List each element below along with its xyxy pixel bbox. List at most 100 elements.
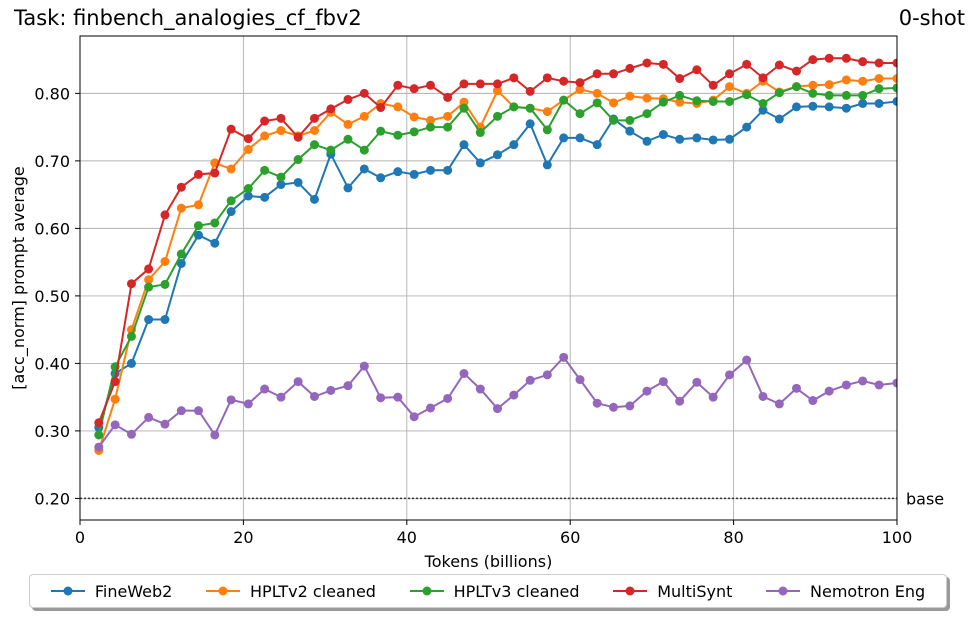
data-point bbox=[841, 53, 851, 63]
data-point bbox=[758, 99, 768, 109]
data-point bbox=[176, 258, 186, 268]
data-point bbox=[774, 60, 784, 70]
data-point bbox=[243, 191, 253, 201]
data-point bbox=[824, 53, 834, 63]
data-point bbox=[309, 140, 319, 150]
task-title: Task: finbench_analogies_cf_fbv2 bbox=[14, 6, 362, 30]
data-point bbox=[892, 96, 897, 106]
data-point bbox=[343, 119, 353, 129]
data-point bbox=[841, 103, 851, 113]
data-point bbox=[144, 264, 154, 274]
data-point bbox=[625, 91, 635, 101]
data-point bbox=[160, 256, 170, 266]
data-point bbox=[559, 133, 569, 143]
data-point bbox=[126, 331, 136, 341]
data-point bbox=[642, 93, 652, 103]
data-point bbox=[808, 88, 818, 98]
data-point bbox=[658, 377, 668, 387]
data-point bbox=[359, 361, 369, 371]
data-point bbox=[326, 104, 336, 114]
data-point bbox=[575, 133, 585, 143]
data-point bbox=[525, 375, 535, 385]
x-tick-label: 20 bbox=[233, 528, 253, 547]
data-point bbox=[144, 282, 154, 292]
data-point bbox=[443, 393, 453, 403]
data-point bbox=[276, 126, 286, 136]
data-point bbox=[725, 96, 735, 106]
data-point bbox=[110, 394, 120, 404]
data-point bbox=[425, 115, 435, 125]
data-point bbox=[343, 183, 353, 193]
data-point bbox=[276, 113, 286, 123]
data-point bbox=[243, 144, 253, 154]
data-point bbox=[409, 112, 419, 122]
data-point bbox=[393, 392, 403, 402]
data-point bbox=[210, 168, 220, 178]
data-point bbox=[708, 392, 718, 402]
data-point bbox=[509, 390, 519, 400]
data-point bbox=[824, 102, 834, 112]
legend-item: FineWeb2 bbox=[50, 582, 172, 601]
data-point bbox=[675, 97, 685, 107]
shot-label: 0-shot bbox=[898, 6, 965, 30]
data-point bbox=[675, 90, 685, 100]
data-point bbox=[309, 391, 319, 401]
data-point bbox=[509, 73, 519, 83]
data-point bbox=[542, 370, 552, 380]
data-point bbox=[725, 82, 735, 92]
y-tick-label: 0.20 bbox=[34, 489, 70, 508]
data-point bbox=[359, 111, 369, 121]
data-point bbox=[792, 102, 802, 112]
data-point bbox=[409, 412, 419, 422]
data-point bbox=[692, 377, 702, 387]
data-point bbox=[276, 392, 286, 402]
data-point bbox=[892, 378, 897, 388]
data-point bbox=[742, 122, 752, 132]
data-point bbox=[559, 352, 569, 362]
y-axis-label: [acc_norm] prompt average bbox=[9, 166, 29, 390]
data-point bbox=[542, 125, 552, 135]
legend-swatch bbox=[409, 586, 444, 596]
data-point bbox=[509, 140, 519, 150]
data-point bbox=[144, 275, 154, 285]
data-point bbox=[858, 76, 868, 86]
data-point bbox=[625, 115, 635, 125]
data-point bbox=[260, 116, 270, 126]
data-point bbox=[525, 86, 535, 96]
data-point bbox=[243, 184, 253, 194]
series-group bbox=[94, 53, 897, 455]
data-point bbox=[293, 377, 303, 387]
data-point bbox=[293, 132, 303, 142]
data-point bbox=[575, 375, 585, 385]
data-point bbox=[110, 377, 120, 387]
data-point bbox=[658, 130, 668, 140]
y-tick-label: 0.70 bbox=[34, 152, 70, 171]
data-point bbox=[475, 79, 485, 89]
data-point bbox=[774, 399, 784, 409]
legend-item: MultiSynt bbox=[613, 582, 732, 601]
data-point bbox=[525, 103, 535, 113]
data-point bbox=[808, 396, 818, 406]
data-point bbox=[459, 103, 469, 113]
data-point bbox=[542, 73, 552, 83]
data-point bbox=[542, 107, 552, 117]
data-point bbox=[193, 169, 203, 179]
data-point bbox=[725, 69, 735, 79]
legend-label: HPLTv2 cleaned bbox=[250, 581, 376, 601]
data-point bbox=[260, 384, 270, 394]
data-point bbox=[359, 88, 369, 98]
x-axis-label: Tokens (billions) bbox=[424, 552, 553, 570]
data-point bbox=[176, 203, 186, 213]
y-tick-label: 0.40 bbox=[34, 354, 70, 373]
data-point bbox=[343, 381, 353, 391]
legend-item: Nemotron Eng bbox=[766, 582, 925, 601]
data-point bbox=[492, 86, 502, 96]
data-point bbox=[625, 126, 635, 136]
data-point bbox=[276, 172, 286, 182]
data-point bbox=[642, 136, 652, 146]
data-point bbox=[359, 145, 369, 155]
data-point bbox=[874, 99, 884, 109]
data-point bbox=[94, 430, 104, 440]
data-point bbox=[343, 134, 353, 144]
data-point bbox=[808, 55, 818, 65]
